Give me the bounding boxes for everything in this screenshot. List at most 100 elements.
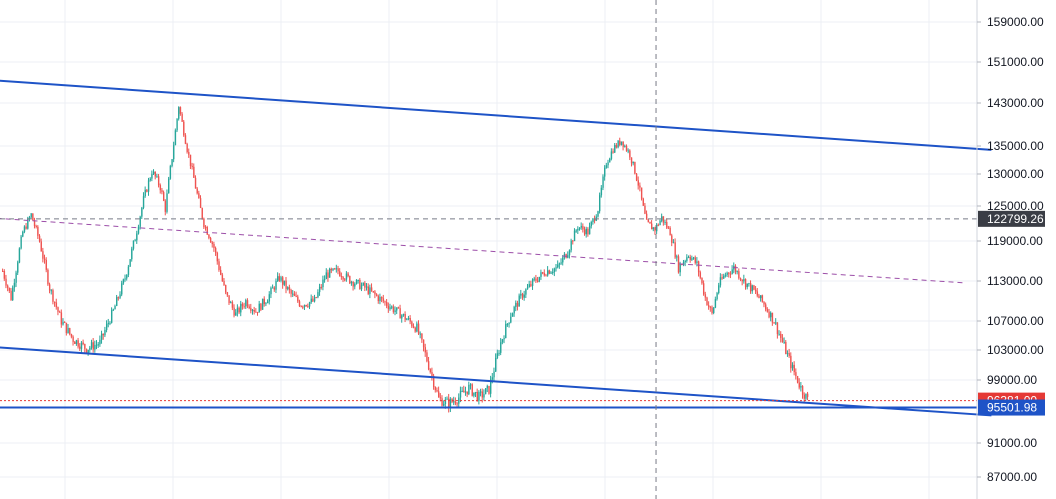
candle-up [558, 263, 561, 265]
candles [2, 106, 809, 413]
price-badge [978, 210, 1045, 227]
candle-up [261, 298, 264, 310]
candle-up [322, 279, 324, 288]
candle-down [739, 278, 742, 280]
candle-down [709, 306, 712, 308]
candle-up [166, 193, 168, 212]
candle-up [617, 140, 619, 148]
axis-tick-label: 91000.00 [987, 436, 1037, 450]
candle-down [223, 281, 225, 286]
candle-up [308, 302, 311, 307]
candle-up [303, 304, 306, 308]
candle-down [516, 302, 519, 307]
candle-down [7, 285, 9, 288]
candle-up [323, 279, 326, 281]
candle-up [235, 312, 237, 316]
candle-down [790, 355, 792, 369]
candle-up [696, 261, 698, 263]
candle-up [602, 176, 604, 188]
candle-down [25, 226, 27, 229]
mid-dashed-line[interactable] [0, 215, 967, 284]
candle-down [74, 341, 76, 344]
candle-down [340, 276, 343, 278]
candle-down [619, 140, 621, 145]
candle-down [84, 343, 86, 349]
candle-down [82, 342, 84, 344]
candle-down [216, 252, 219, 262]
candle-down [57, 307, 59, 312]
candle-up [132, 240, 135, 249]
candle-down [209, 238, 212, 243]
candle-up [87, 349, 89, 353]
candle-up [142, 196, 145, 208]
candle-up [473, 392, 475, 396]
candle-up [508, 322, 510, 324]
candle-down [181, 113, 183, 122]
candle-up [446, 398, 448, 400]
lower-channel-line[interactable] [0, 344, 992, 417]
candle-up [553, 268, 556, 273]
candle-up [518, 295, 520, 307]
price-badge-label: 122799.26 [987, 212, 1044, 226]
candle-down [339, 271, 341, 277]
candle-up [786, 353, 789, 355]
candle-up [577, 228, 579, 231]
candle-down [409, 318, 411, 322]
candle-down [535, 278, 537, 281]
axis-tick-label: 130000.00 [987, 167, 1044, 181]
candle-down [288, 287, 291, 291]
candle-down [612, 151, 614, 153]
candle-up [271, 287, 274, 289]
candle-down [225, 285, 227, 293]
candle-down [761, 295, 764, 302]
candle-up [560, 262, 562, 264]
candle-down [702, 283, 705, 295]
price-axis[interactable]: 159000.00 151000.00 143000.00 135000.00 1300… [977, 15, 1044, 484]
candle-down [785, 341, 787, 354]
candle-up [479, 391, 482, 393]
candle-up [716, 292, 718, 300]
candle-up [624, 145, 626, 147]
candle-down [253, 310, 255, 312]
candle-up [501, 339, 504, 343]
candle-down [677, 256, 680, 273]
candle-up [523, 294, 525, 298]
candle-down [69, 328, 71, 335]
candle-up [526, 287, 529, 290]
candle-up [391, 306, 393, 308]
candle-up [275, 280, 277, 290]
axis-tick-label: 99000.00 [987, 373, 1037, 387]
candle-up [75, 340, 78, 344]
upper-channel-line[interactable] [0, 77, 992, 151]
candle-down [521, 293, 524, 298]
candle-down [273, 287, 276, 290]
candle-down [282, 277, 284, 285]
candle-down [330, 268, 333, 271]
candle-up [664, 221, 666, 223]
candle-down [5, 278, 7, 286]
candle-down [188, 152, 190, 155]
candle-down [231, 302, 234, 308]
candle-down [48, 284, 51, 291]
candle-up [483, 394, 485, 398]
candle-down [60, 312, 63, 325]
candle-up [236, 307, 239, 313]
candle-down [754, 289, 757, 292]
candle-up [726, 272, 728, 275]
candle-down [530, 284, 532, 286]
candle-down [238, 307, 240, 313]
candle-down [206, 227, 208, 235]
candle-down [795, 372, 797, 376]
candle-down [738, 271, 740, 279]
candle-up [111, 310, 113, 323]
candle-down [397, 307, 400, 309]
candle-up [751, 285, 754, 292]
candle-up [743, 279, 745, 282]
candle-up [659, 220, 661, 226]
candle-up [151, 173, 153, 179]
candle-down [189, 154, 192, 166]
candle-down [64, 321, 66, 323]
candle-up [580, 226, 582, 228]
